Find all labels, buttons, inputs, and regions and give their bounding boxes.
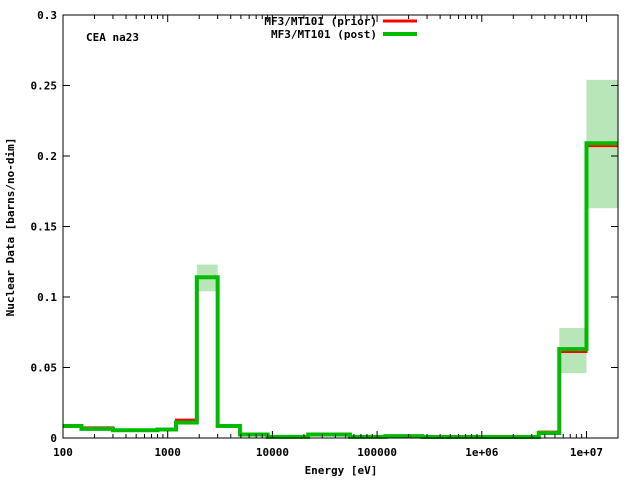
x-tick-label: 1e+07 <box>570 446 603 459</box>
legend-label: MF3/MT101 (prior) <box>264 15 377 28</box>
y-tick-label: 0.25 <box>31 80 58 93</box>
tick-layer: 0 0.05 0.1 0.15 0.2 0.25 0.3 100 1000 10000 100000… <box>31 9 619 459</box>
y-tick-label: 0.2 <box>37 150 57 163</box>
legend-label: MF3/MT101 (post) <box>271 28 377 41</box>
x-tick-label: 100 <box>53 446 73 459</box>
y-tick-label: 0.1 <box>37 291 57 304</box>
y-axis-label: Nuclear Data [barns/no-dim] <box>4 138 17 317</box>
series-post-line <box>63 141 618 440</box>
x-tick-label: 1e+06 <box>465 446 498 459</box>
y-tick-label: 0.05 <box>31 362 58 375</box>
x-tick-label: 1000 <box>154 446 181 459</box>
series-layer <box>63 141 618 440</box>
legend: MF3/MT101 (prior)MF3/MT101 (post) <box>264 15 417 41</box>
chart-annotation: CEA na23 <box>86 31 139 44</box>
x-tick-label: 10000 <box>256 446 289 459</box>
y-tick-label: 0 <box>50 432 57 445</box>
uncertainty-band-layer <box>63 79 618 438</box>
series-prior-line <box>63 145 618 439</box>
x-axis-label: Energy [eV] <box>305 464 378 477</box>
plot-frame <box>62 14 619 439</box>
y-tick-label: 0.3 <box>37 9 57 22</box>
y-tick-label: 0.15 <box>31 221 58 234</box>
x-tick-label: 100000 <box>357 446 397 459</box>
